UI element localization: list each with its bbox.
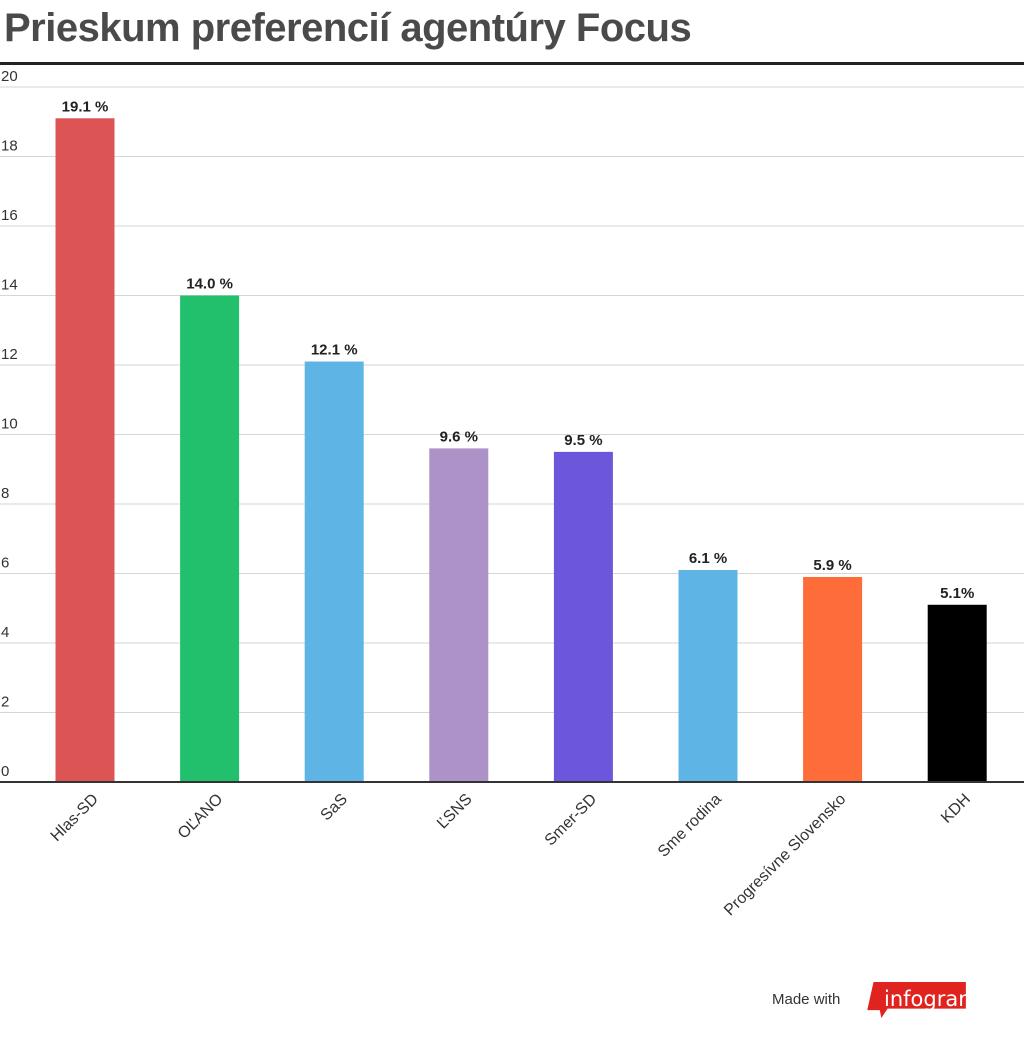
x-tick-label: Sme rodina [655,791,725,861]
bar [55,118,115,782]
y-tick-label: 18 [1,138,18,155]
y-tick-label: 14 [1,277,18,294]
data-label: 5.1% [940,585,974,602]
y-tick-label: 20 [1,68,18,85]
infogram-logo-icon [867,982,966,1018]
infogram-brand-label: infogram [884,987,979,1011]
x-tick-label: Progresívne Slovensko [721,791,849,919]
chart-title: Prieskum preferencií agentúry Focus [4,6,692,50]
x-tick-label: Hlas-SD [48,791,102,845]
bar [304,361,364,782]
y-tick-label: 8 [1,485,9,502]
x-tick-label: ĽSNS [434,791,476,833]
y-tick-label: 2 [1,694,9,711]
data-label: 19.1 % [62,98,109,115]
data-label: 6.1 % [689,550,727,567]
x-tick-label: OĽANO [175,791,227,843]
y-tick-label: 0 [1,763,9,780]
bar [180,295,240,782]
y-tick-label: 4 [1,624,9,641]
data-label: 9.5 % [564,432,602,449]
x-tick-label: KDH [938,791,974,827]
data-label: 9.6 % [440,428,478,445]
data-label: 12.1 % [311,342,358,359]
title-divider [0,62,1024,65]
y-tick-label: 6 [1,555,9,572]
data-label: 5.9 % [813,557,851,574]
x-tick-label: Smer-SD [542,791,601,850]
bar-chart: 0 2 4 6 8 10 12 14 16 18 20 19.1 % Hlas-SD 14.0 % OĽAN… [0,68,1024,919]
made-with-label: Made with [772,991,841,1008]
y-tick-label: 12 [1,346,18,363]
bar [553,451,613,782]
bar [678,570,738,782]
bar [429,448,489,782]
y-tick-label: 16 [1,207,18,224]
y-tick-label: 10 [1,416,18,433]
data-label: 14.0 % [186,276,233,293]
bar [803,576,863,782]
bar [927,604,987,782]
infogram-credit[interactable]: Made with infogram [772,982,984,1028]
x-tick-label: SaS [318,791,351,824]
